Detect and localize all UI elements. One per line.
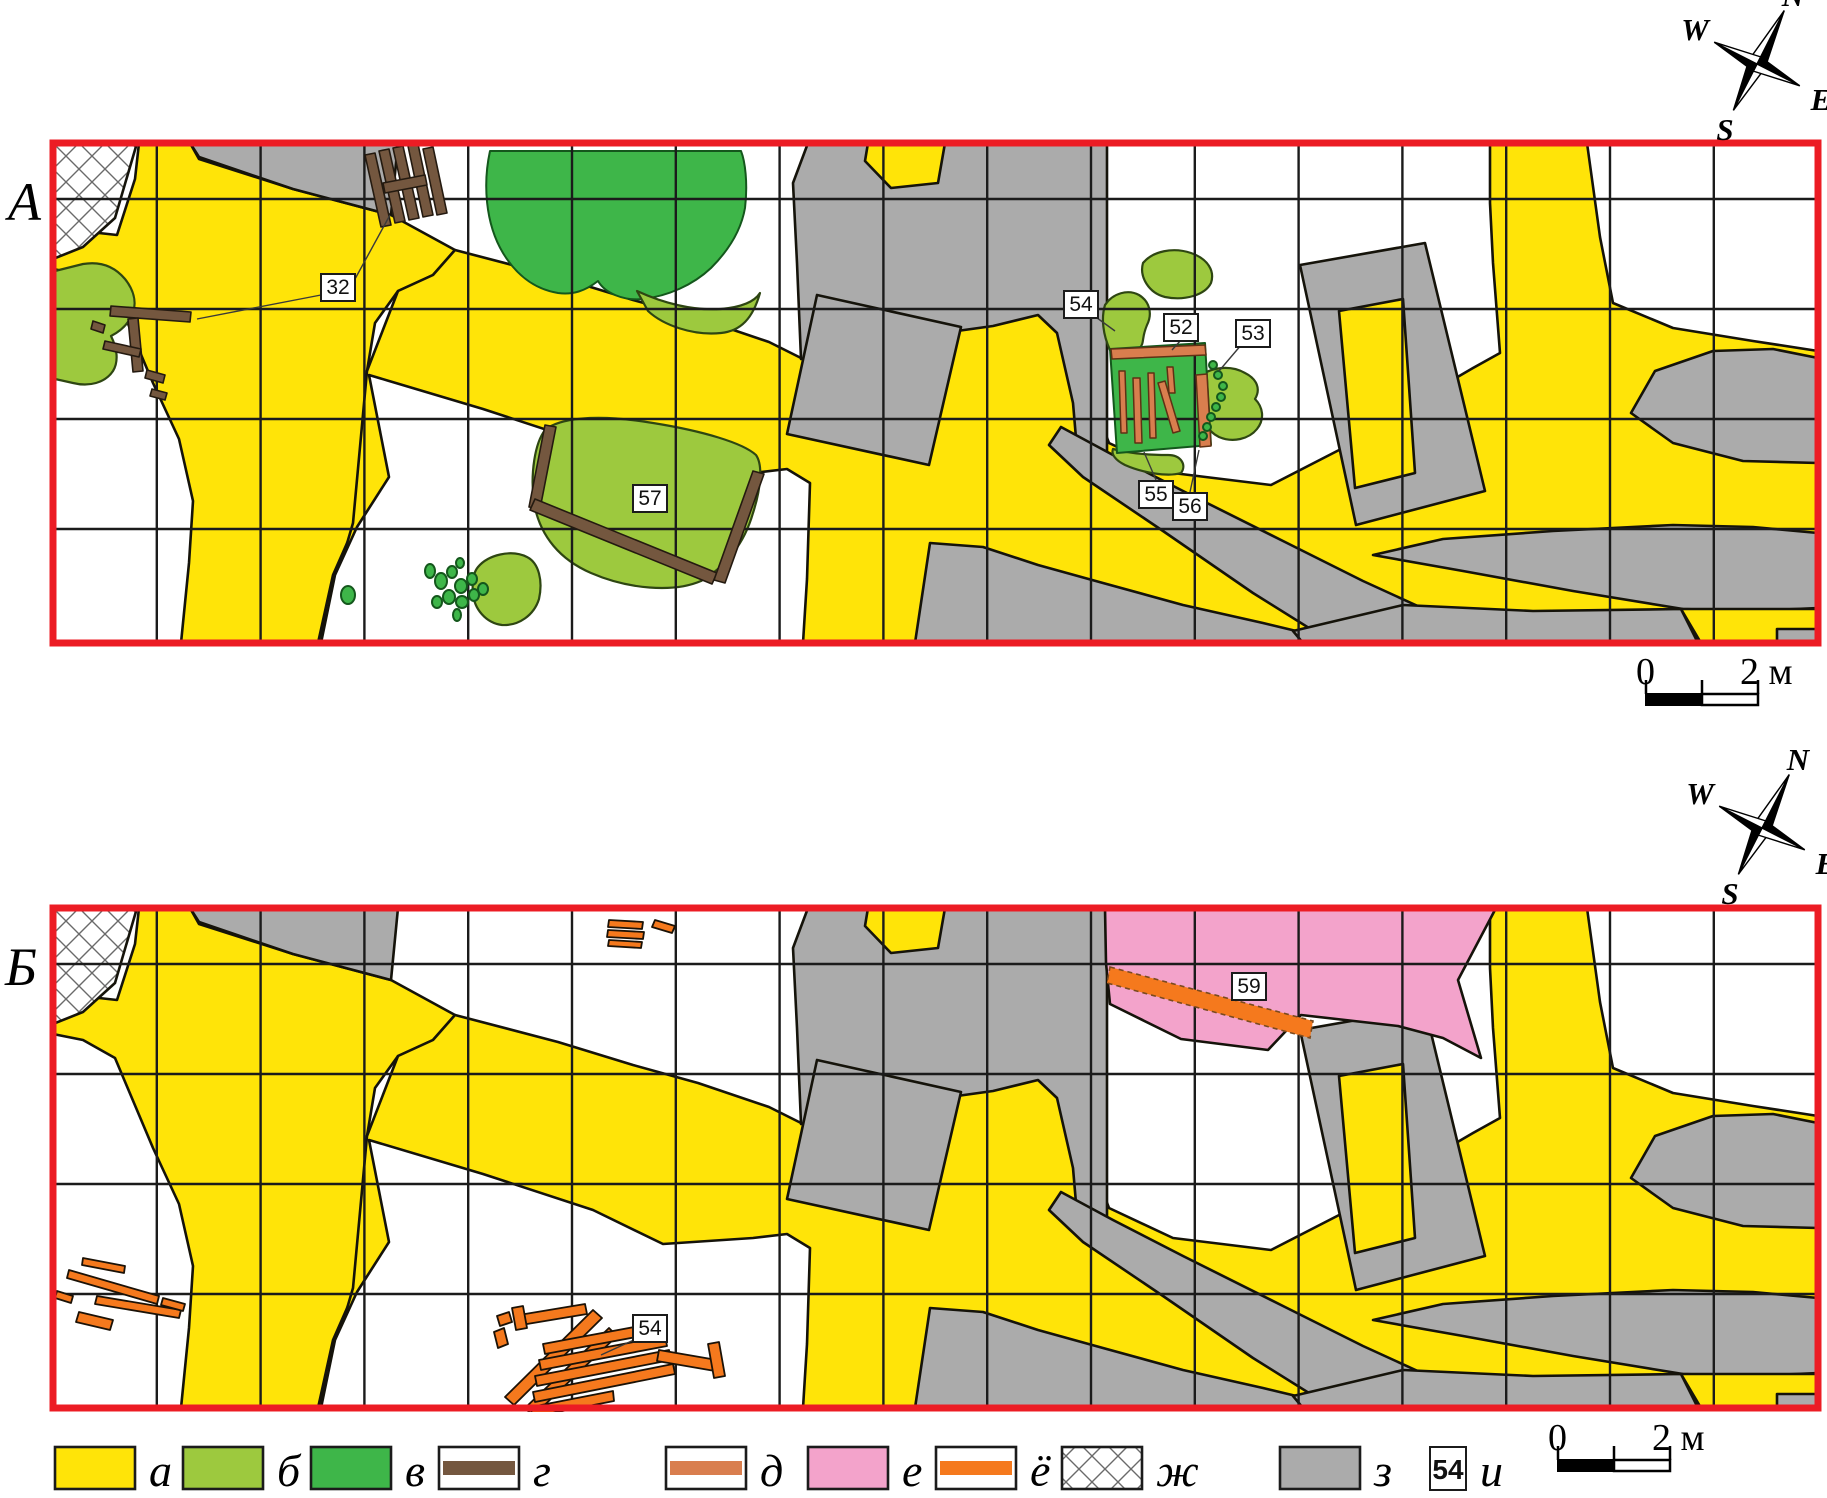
panel-b-feature-labels: 59 54 bbox=[600, 972, 1267, 1356]
svg-text:32: 32 bbox=[326, 276, 349, 299]
feature-label-53: 53 bbox=[1235, 319, 1271, 348]
svg-text:и: и bbox=[1480, 1445, 1503, 1496]
feature-label-32: 32 bbox=[320, 273, 356, 302]
svg-text:з: з bbox=[1373, 1445, 1392, 1496]
svg-text:54: 54 bbox=[1432, 1454, 1464, 1485]
svg-text:ё: ё bbox=[1030, 1445, 1051, 1496]
panel-a-feature-labels: 32 57 54 52 53 55 bbox=[196, 214, 1271, 521]
green-dot-chain bbox=[1198, 360, 1228, 441]
cluster-lightgreen-left bbox=[1101, 291, 1151, 352]
wood-planks-left bbox=[90, 305, 192, 401]
scale-bar-a: 0 2 м bbox=[1636, 651, 1793, 707]
feature-label-54b: 54 bbox=[632, 1314, 668, 1343]
legend-item-e: е bbox=[806, 1445, 922, 1496]
svg-text:е: е bbox=[902, 1445, 922, 1496]
compass-a-w: W bbox=[1681, 12, 1711, 47]
orange-stripe-59 bbox=[1106, 966, 1314, 1040]
feature-label-54: 54 bbox=[1063, 290, 1099, 319]
svg-text:в: в bbox=[405, 1445, 425, 1496]
compass-b-w: W bbox=[1686, 776, 1716, 811]
compass-rose-a: N W E S bbox=[1681, 0, 1827, 147]
legend-item-v: в bbox=[309, 1445, 425, 1496]
svg-text:55: 55 bbox=[1144, 483, 1167, 506]
panel-a-border bbox=[49, 139, 1822, 647]
legend: а б в г д е ё ж bbox=[53, 1445, 1503, 1496]
svg-text:57: 57 bbox=[638, 487, 661, 510]
scale-bar-b: 0 2 м bbox=[1548, 1417, 1705, 1473]
compass-b-s: S bbox=[1721, 876, 1738, 911]
svg-text:ж: ж bbox=[1156, 1445, 1199, 1496]
svg-text:а: а bbox=[149, 1445, 172, 1496]
orange-structure-54 bbox=[493, 1303, 726, 1412]
svg-text:г: г bbox=[533, 1445, 551, 1496]
svg-text:54: 54 bbox=[1069, 293, 1093, 316]
feature57-wood-frame bbox=[528, 424, 765, 585]
legend-item-d: д bbox=[664, 1445, 783, 1496]
green-layer-blob bbox=[485, 150, 748, 301]
legend-item-g: г bbox=[437, 1445, 551, 1496]
scale-b-zero: 0 bbox=[1548, 1417, 1567, 1459]
panel-b: 59 54 bbox=[49, 904, 1822, 1412]
svg-text:53: 53 bbox=[1241, 322, 1264, 345]
svg-text:59: 59 bbox=[1237, 975, 1260, 998]
green-dots-cluster bbox=[424, 557, 489, 622]
svg-text:54: 54 bbox=[638, 1317, 662, 1340]
compass-a-n: N bbox=[1781, 0, 1806, 13]
scale-a-zero: 0 bbox=[1636, 651, 1655, 693]
panel-a-title: А bbox=[5, 172, 42, 232]
cluster-lightgreen-top bbox=[1141, 249, 1214, 300]
svg-text:52: 52 bbox=[1169, 316, 1192, 339]
legend-item-i: 54 и bbox=[1429, 1445, 1503, 1496]
compass-a-e: E bbox=[1810, 82, 1827, 117]
feature-label-59: 59 bbox=[1231, 972, 1267, 1001]
feature-label-55: 55 bbox=[1138, 480, 1174, 509]
svg-text:д: д bbox=[760, 1445, 783, 1496]
feature-label-57: 57 bbox=[632, 484, 668, 513]
legend-item-a: а bbox=[53, 1445, 172, 1496]
panel-a: 32 57 54 52 53 55 bbox=[49, 139, 1822, 647]
compass-rose-b: N W E S bbox=[1686, 742, 1827, 911]
scale-b-max: 2 м bbox=[1652, 1417, 1705, 1459]
legend-item-b: б bbox=[181, 1445, 302, 1496]
compass-a-s: S bbox=[1716, 112, 1733, 147]
orange-bits-top bbox=[606, 919, 676, 949]
compass-b-e: E bbox=[1815, 846, 1827, 881]
legend-item-yo: ё bbox=[934, 1445, 1051, 1496]
svg-text:56: 56 bbox=[1178, 495, 1201, 518]
wood-planks-top bbox=[364, 143, 448, 228]
green-dot-single bbox=[340, 585, 356, 605]
orange-streaks bbox=[54, 1257, 186, 1331]
legend-item-z: з bbox=[1278, 1445, 1392, 1496]
legend-item-zh: ж bbox=[1060, 1445, 1199, 1496]
feature-label-56: 56 bbox=[1172, 492, 1208, 521]
panel-b-border bbox=[49, 904, 1822, 1412]
compass-b-n: N bbox=[1786, 742, 1811, 777]
lightgreen-sliver bbox=[635, 289, 762, 335]
pink-layer-zone bbox=[1103, 906, 1498, 1060]
panel-b-title: Б bbox=[4, 937, 37, 997]
scale-a-max: 2 м bbox=[1740, 651, 1793, 693]
feature-label-52: 52 bbox=[1163, 313, 1199, 342]
svg-text:б: б bbox=[277, 1445, 302, 1496]
